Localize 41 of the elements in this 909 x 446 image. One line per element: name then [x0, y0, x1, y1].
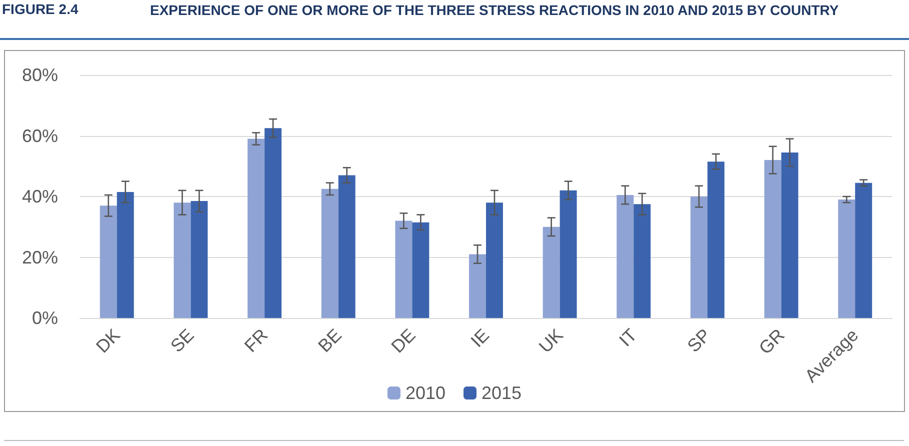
- bar: [486, 202, 503, 318]
- bar: [116, 192, 134, 318]
- x-tick-label: BE: [314, 324, 346, 356]
- bar: [707, 162, 724, 318]
- bar: [100, 206, 117, 318]
- bar: [248, 138, 265, 318]
- bar: [338, 175, 356, 318]
- x-tick-label: DE: [387, 324, 420, 357]
- bar: [634, 204, 651, 318]
- y-tick-label: 0%: [32, 308, 58, 328]
- bar: [264, 128, 282, 318]
- bar: [190, 201, 208, 318]
- x-tick-label: GR: [755, 324, 788, 358]
- bar: [174, 202, 191, 318]
- bar: [616, 194, 634, 318]
- bar: [560, 190, 577, 318]
- y-tick-label: 80%: [22, 65, 58, 85]
- bar: [764, 160, 782, 318]
- bar: [690, 196, 708, 318]
- x-tick-label: IT: [615, 324, 641, 350]
- x-tick-label: SP: [683, 324, 715, 356]
- chart-title: EXPERIENCE OF ONE OR MORE OF THE THREE STRESS REACTIONS IN 2010 AND 2015 BY COUNTRY: [150, 1, 840, 19]
- legend-label: 2010: [405, 383, 446, 403]
- bar: [395, 220, 412, 318]
- y-tick-label: 40%: [22, 186, 58, 206]
- y-tick-label: 60%: [22, 126, 58, 146]
- x-tick-label: FR: [240, 324, 272, 356]
- y-tick-label: 20%: [22, 247, 58, 268]
- caption: FIGURE 2.4: [2, 1, 78, 17]
- x-tick-label: SE: [166, 324, 198, 356]
- legend-label: 2015: [482, 383, 522, 403]
- x-tick-label: IE: [466, 324, 494, 352]
- bar: [321, 188, 338, 318]
- bar: [855, 182, 872, 318]
- x-tick-label: UK: [535, 324, 567, 357]
- bar: [781, 152, 798, 318]
- bar: [412, 222, 430, 318]
- bar: [469, 254, 486, 318]
- bar: [542, 226, 560, 318]
- x-tick-label: DK: [92, 324, 124, 357]
- bar: [838, 200, 856, 318]
